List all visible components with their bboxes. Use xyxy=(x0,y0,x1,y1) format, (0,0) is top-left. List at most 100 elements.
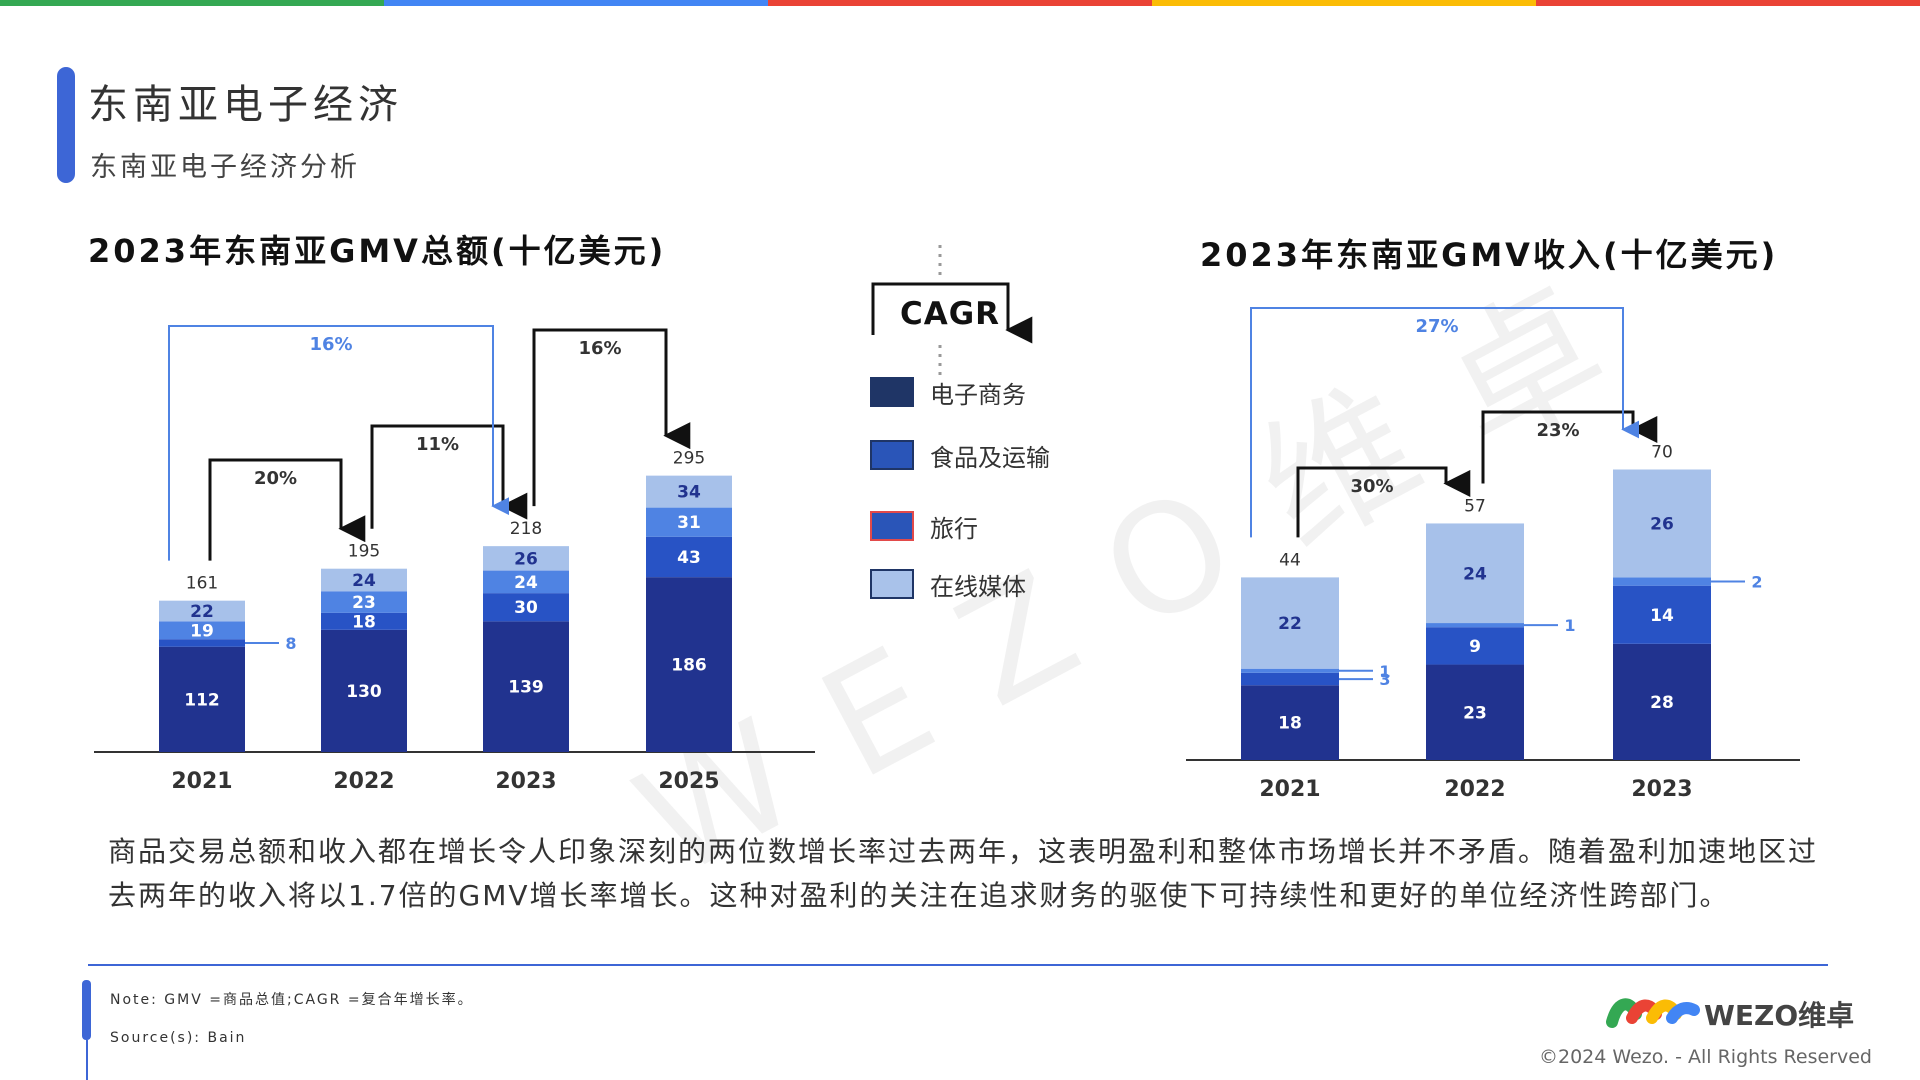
bar-value-label: 186 xyxy=(671,656,707,676)
brand-logo: WEZO维卓 xyxy=(1606,992,1855,1036)
bar-value-label: 1 xyxy=(1564,616,1575,635)
bar-value-label: 22 xyxy=(1278,614,1302,634)
cagr-legend-bracket xyxy=(871,245,1033,375)
bar-value-label: 18 xyxy=(352,612,376,632)
bar-total-label: 218 xyxy=(510,519,542,539)
bar-value-label: 130 xyxy=(346,682,382,702)
cagr-bracket xyxy=(1250,307,1640,538)
bar-value-label: 22 xyxy=(190,602,214,622)
bar-value-label: 8 xyxy=(285,634,296,653)
cagr-bracket xyxy=(168,325,510,561)
cagr-bracket xyxy=(208,458,366,561)
cagr-label: 23% xyxy=(1536,420,1579,441)
cagr-bracket xyxy=(532,328,691,507)
footer-divider xyxy=(88,964,1828,966)
bar-segment-food xyxy=(1426,627,1524,665)
bar-segment-ecommerce xyxy=(483,621,569,752)
legend-item-ecommerce: 电子商务 xyxy=(870,375,1026,409)
bar-segment-media xyxy=(159,600,245,622)
cagr-label: 20% xyxy=(254,468,297,489)
bar-segment-ecommerce xyxy=(159,646,245,752)
legend-item-travel: 旅行 xyxy=(870,509,978,543)
x-tick-label: 2025 xyxy=(658,769,719,794)
legend-swatch-food xyxy=(870,440,914,470)
bar-value-label: 18 xyxy=(1278,714,1302,734)
x-tick-label: 2021 xyxy=(1259,777,1320,802)
cagr-bracket xyxy=(1296,466,1471,538)
footnote-source: Source(s): Bain xyxy=(110,1030,247,1046)
legend-item-food: 食品及运输 xyxy=(870,438,1050,472)
bar-segment-food xyxy=(483,593,569,622)
cagr-label: 16% xyxy=(309,334,352,355)
x-tick-label: 2023 xyxy=(1631,777,1692,802)
bar-segment-media xyxy=(1426,523,1524,624)
bar-segment-food xyxy=(1613,585,1711,644)
bar-total-label: 295 xyxy=(673,449,705,469)
bar-segment-food xyxy=(646,536,732,578)
bar-segment-travel xyxy=(483,570,569,594)
bar-value-label: 43 xyxy=(677,548,701,568)
title-accent-bar xyxy=(57,67,75,183)
bar-value-label: 34 xyxy=(677,483,701,503)
footnote-note: Note: GMV =商品总值;CAGR =复合年增长率。 xyxy=(110,992,474,1008)
bar-segment-media xyxy=(1241,577,1339,669)
top-bar-segment xyxy=(768,0,1152,6)
bar-total-label: 161 xyxy=(186,574,218,594)
bar-segment-travel xyxy=(1613,577,1711,586)
legend-swatch-ecommerce xyxy=(870,377,914,407)
bar-value-label: 28 xyxy=(1650,693,1674,713)
legend-label-food: 食品及运输 xyxy=(930,443,1050,472)
legend-swatch-travel xyxy=(870,511,914,541)
bar-value-label: 23 xyxy=(352,593,376,613)
legend-item-media: 在线媒体 xyxy=(870,567,1026,601)
bar-value-label: 139 xyxy=(508,678,544,698)
cagr-legend-label: CAGR xyxy=(900,296,1001,332)
bar-segment-media xyxy=(646,475,732,508)
chart-title-gmv: 2023年东南亚GMV总额(十亿美元) xyxy=(88,232,667,270)
bar-value-label: 24 xyxy=(514,573,538,593)
legend-label-media: 在线媒体 xyxy=(930,572,1026,601)
bar-segment-travel xyxy=(1241,668,1339,673)
bar-value-label: 23 xyxy=(1463,703,1487,723)
top-bar-segment xyxy=(384,0,768,6)
x-tick-label: 2023 xyxy=(495,769,556,794)
bar-segment-travel xyxy=(159,621,245,640)
x-tick-label: 2022 xyxy=(1444,777,1505,802)
bar-segment-travel xyxy=(646,507,732,537)
bar-segment-travel xyxy=(321,591,407,613)
bar-segment-food xyxy=(1241,672,1339,686)
bar-segment-ecommerce xyxy=(1613,643,1711,760)
bar-value-label: 14 xyxy=(1650,606,1674,626)
bar-total-label: 44 xyxy=(1279,550,1301,570)
stacked-bar-chart-0: 1128192216120211301823241952022139302426… xyxy=(94,325,815,794)
bar-segment-food xyxy=(321,612,407,630)
bar-value-label: 3 xyxy=(1379,670,1390,689)
x-tick-label: 2022 xyxy=(333,769,394,794)
bar-segment-ecommerce xyxy=(646,577,732,752)
bar-segment-media xyxy=(1613,469,1711,578)
bar-value-label: 9 xyxy=(1469,637,1481,657)
bar-segment-ecommerce xyxy=(1426,664,1524,760)
bar-total-label: 70 xyxy=(1651,443,1673,463)
bar-value-label: 26 xyxy=(514,549,538,569)
bar-segment-ecommerce xyxy=(1241,685,1339,760)
bar-total-label: 195 xyxy=(348,542,380,562)
legend-label-travel: 旅行 xyxy=(930,514,978,543)
bar-value-label: 26 xyxy=(1650,514,1674,534)
bar-segment-media xyxy=(321,568,407,592)
logo-text: WEZO维卓 xyxy=(1704,999,1855,1032)
cagr-bracket xyxy=(370,424,528,529)
bar-value-label: 30 xyxy=(514,598,538,618)
footer-accent-line xyxy=(86,1040,88,1080)
bar-segment-media xyxy=(483,546,569,571)
logo-mark-icon xyxy=(1606,998,1700,1028)
bar-value-label: 1 xyxy=(1379,662,1390,681)
bar-value-label: 31 xyxy=(677,513,701,533)
top-bar-segment xyxy=(1536,0,1920,6)
chart-title-revenue: 2023年东南亚GMV收入(十亿美元) xyxy=(1200,236,1779,274)
bar-segment-travel xyxy=(1426,623,1524,628)
legend-label-ecommerce: 电子商务 xyxy=(930,380,1026,409)
copyright-text: ©2024 Wezo. - All Rights Reserved xyxy=(1539,1046,1872,1068)
cagr-label: 30% xyxy=(1350,476,1393,497)
